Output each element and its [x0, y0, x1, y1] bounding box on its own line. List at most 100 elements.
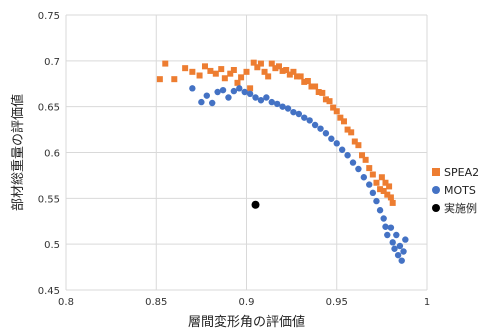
- data-point-1: [360, 174, 368, 181]
- data-point-1: [402, 236, 409, 243]
- data-point-1: [236, 85, 243, 92]
- data-point-0: [227, 70, 234, 77]
- x-tick-label: 0.95: [326, 297, 348, 308]
- data-point-0: [234, 79, 241, 86]
- data-point-0: [290, 68, 297, 75]
- data-point-0: [366, 165, 373, 172]
- data-point-1: [382, 223, 389, 230]
- data-point-1: [366, 181, 373, 188]
- data-point-0: [286, 71, 293, 78]
- data-point-0: [275, 63, 282, 70]
- data-point-1: [384, 231, 391, 239]
- data-point-1: [328, 135, 335, 142]
- data-point-1: [389, 239, 396, 246]
- data-point-0: [304, 78, 311, 84]
- legend-label: SPEA2: [444, 166, 479, 179]
- data-point-1: [306, 117, 313, 124]
- data-point-1: [252, 94, 259, 101]
- y-axis-title: 部材総重量の評価値: [10, 94, 26, 211]
- data-point-0: [330, 104, 337, 111]
- data-point-1: [241, 88, 248, 96]
- data-point-1: [189, 85, 196, 92]
- data-point-0: [312, 83, 319, 90]
- data-point-1: [400, 248, 407, 255]
- data-point-0: [337, 114, 344, 121]
- data-point-1: [393, 231, 400, 239]
- data-point-1: [230, 87, 238, 95]
- series-2: [251, 200, 260, 209]
- data-point-0: [377, 186, 384, 193]
- legend-label: MOTS: [444, 184, 476, 197]
- data-point-0: [380, 188, 387, 194]
- data-point-0: [182, 65, 189, 72]
- x-tick-label: 0.8: [58, 297, 74, 308]
- data-point-1: [284, 105, 292, 112]
- data-point-1: [349, 159, 357, 166]
- y-tick-label: 0.5: [44, 240, 60, 251]
- data-point-0: [207, 67, 214, 74]
- legend-label: 実施例: [444, 201, 477, 215]
- data-point-0: [351, 138, 358, 145]
- data-point-0: [340, 118, 347, 125]
- data-point-0: [218, 66, 225, 73]
- data-point-1: [394, 251, 402, 259]
- data-point-0: [261, 68, 268, 75]
- data-point-1: [380, 215, 387, 222]
- data-point-0: [279, 67, 286, 74]
- data-point-1: [355, 165, 362, 173]
- data-point-1: [290, 108, 297, 116]
- data-point-0: [156, 76, 163, 83]
- y-tick-label: 0.65: [38, 103, 60, 114]
- data-point-0: [189, 68, 196, 75]
- data-point-0: [373, 179, 380, 186]
- legend-marker: [432, 204, 440, 212]
- data-point-0: [389, 199, 396, 206]
- data-point-1: [301, 114, 308, 121]
- data-point-0: [319, 89, 326, 96]
- data-point-0: [348, 129, 355, 136]
- data-point-0: [196, 72, 203, 79]
- data-point-0: [333, 108, 340, 115]
- data-point-1: [391, 245, 398, 252]
- data-point-0: [265, 73, 272, 80]
- x-axis-title: 層間変形角の評価値: [188, 314, 305, 330]
- data-point-1: [322, 130, 330, 137]
- x-tick-label: 0.85: [145, 297, 167, 308]
- y-tick-label: 0.6: [44, 149, 60, 160]
- data-point-0: [250, 59, 257, 66]
- data-point-2: [251, 200, 260, 209]
- data-point-0: [344, 126, 351, 133]
- data-point-0: [322, 96, 329, 103]
- data-point-0: [369, 171, 376, 178]
- data-point-0: [212, 70, 219, 77]
- series-0: [156, 59, 396, 206]
- y-tick-label: 0.75: [38, 11, 60, 22]
- series-1: [189, 85, 409, 264]
- data-point-1: [376, 207, 384, 214]
- data-point-0: [272, 65, 279, 72]
- data-point-0: [238, 74, 245, 81]
- data-point-1: [387, 224, 395, 231]
- data-point-0: [382, 179, 389, 186]
- data-point-1: [295, 110, 303, 118]
- data-point-0: [378, 174, 385, 181]
- legend-marker: [432, 186, 440, 194]
- data-point-0: [254, 64, 261, 71]
- data-point-1: [333, 140, 340, 147]
- x-tick-label: 1: [424, 297, 430, 308]
- data-point-0: [326, 98, 333, 105]
- data-point-0: [315, 89, 322, 95]
- y-tick-label: 0.45: [38, 286, 60, 297]
- data-point-0: [247, 85, 254, 92]
- data-point-1: [198, 98, 205, 106]
- data-point-1: [279, 103, 286, 110]
- y-tick-label: 0.7: [44, 57, 60, 68]
- data-point-1: [396, 242, 404, 250]
- data-point-1: [214, 88, 221, 96]
- data-point-1: [263, 94, 270, 101]
- y-tick-label: 0.55: [38, 194, 60, 205]
- data-point-0: [243, 68, 250, 75]
- x-tick-label: 0.9: [239, 297, 255, 308]
- data-point-0: [230, 67, 237, 73]
